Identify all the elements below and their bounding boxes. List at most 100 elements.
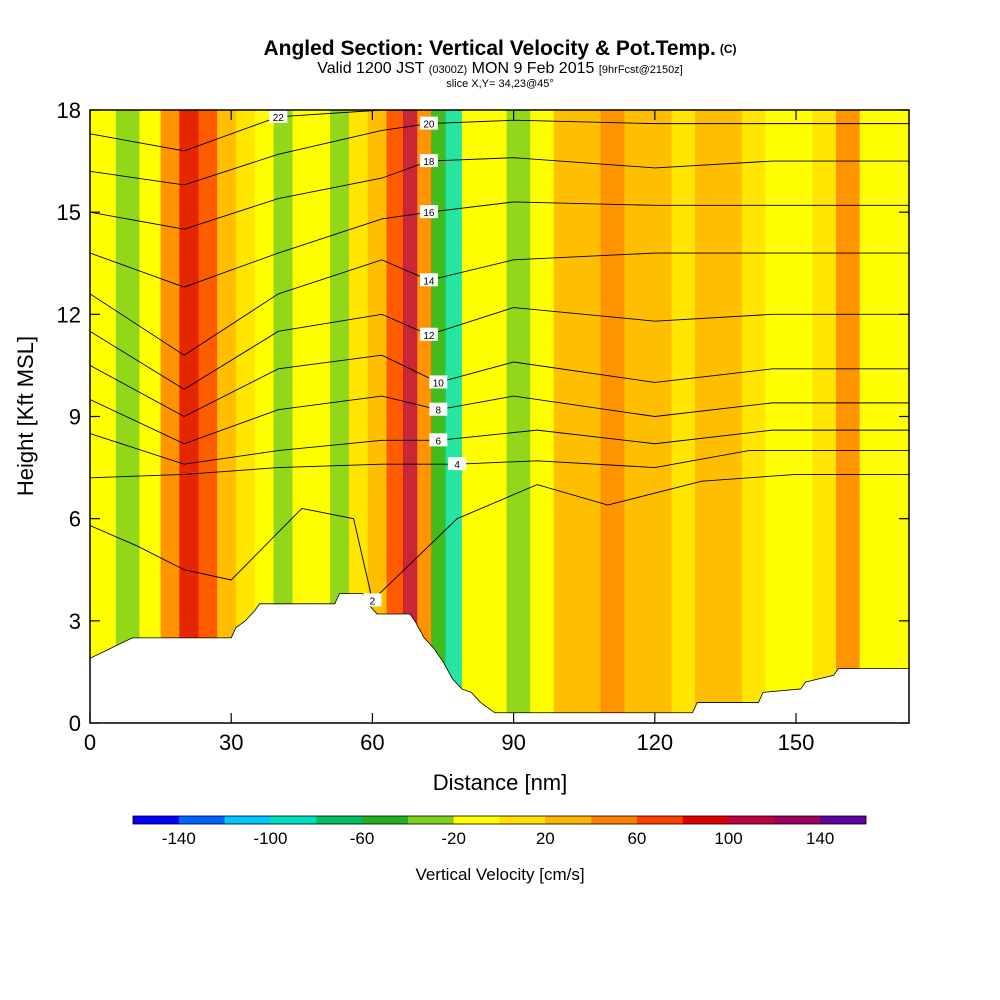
slice-label: slice X,Y= 34,23@45°: [446, 78, 554, 90]
y-tick-label: 6: [69, 507, 81, 532]
chart-subtitle: Valid 1200 JST (0300Z) MON 9 Feb 2015 [9…: [0, 60, 1000, 79]
colorbar-swatch: [362, 816, 409, 824]
isotherm-label: 18: [423, 157, 435, 168]
isotherm-label-bg: [448, 457, 467, 471]
velocity-cell: [553, 110, 578, 723]
x-tick-label: 90: [501, 730, 525, 755]
isotherm-label-bg: [419, 205, 438, 219]
velocity-cell: [273, 110, 293, 723]
colorbar-tick-label: 60: [627, 829, 646, 848]
velocity-cell: [741, 110, 766, 723]
colorbar-swatch: [820, 816, 867, 824]
isotherm-label-bg: [429, 375, 448, 389]
terrain: [90, 593, 909, 723]
velocity-cell: [179, 110, 199, 723]
y-axis-label: Height [Kft MSL]: [13, 336, 38, 496]
velocity-cell: [311, 110, 331, 723]
colorbar-tick-label: -100: [253, 829, 287, 848]
isotherm-label-bg: [419, 154, 438, 168]
colorbar-label: Vertical Velocity [cm/s]: [415, 865, 584, 884]
velocity-cell: [330, 110, 350, 723]
isotherm-label: 14: [423, 276, 435, 287]
colorbar-swatch: [591, 816, 638, 824]
colorbar-swatch: [499, 816, 546, 824]
velocity-cell: [647, 110, 672, 723]
y-tick-label: 9: [69, 405, 81, 430]
velocity-cell: [506, 110, 531, 723]
y-axis: 0 3 6 9 12 15 18: [57, 98, 909, 736]
colorbar: -140 -100 -60 -20 20 60 100 140: [132, 815, 867, 848]
colorbar-tick-label: 140: [806, 829, 834, 848]
velocity-cell: [577, 110, 602, 723]
colorbar-swatch: [453, 816, 500, 824]
velocity-cell: [431, 110, 446, 723]
isotherm-label: 12: [423, 331, 435, 342]
subtitle-valid: Valid 1200 JST: [317, 60, 425, 77]
velocity-cell: [198, 110, 218, 723]
isotherm-label: 2: [370, 596, 376, 607]
isotherm-label: 16: [423, 208, 435, 219]
velocity-cell: [600, 110, 625, 723]
x-tick-label: 150: [778, 730, 815, 755]
velocity-cell: [348, 110, 369, 723]
colorbar-swatch: [178, 816, 225, 824]
chart-title-text: Angled Section: Vertical Velocity & Pot.…: [263, 37, 716, 60]
colorbar-swatch: [728, 816, 775, 824]
colorbar-frame: [132, 815, 867, 825]
isotherm-label-bg: [363, 593, 382, 607]
isotherm-contours: 2 4 6 8 10 12 14 16 18 20 22: [90, 110, 909, 607]
velocity-cell: [217, 110, 237, 723]
colorbar-swatch: [316, 816, 363, 824]
isotherm-label: 6: [436, 436, 442, 447]
velocity-cell: [292, 110, 312, 723]
velocity-cell: [671, 110, 696, 723]
isotherm-label: 4: [454, 460, 460, 471]
colorbar-tick-label: -20: [441, 829, 466, 848]
chart-title: Angled Section: Vertical Velocity & Pot.…: [0, 38, 1000, 60]
velocity-cell: [139, 110, 162, 723]
colorbar-tick-label: 100: [714, 829, 742, 848]
y-tick-label: 12: [57, 302, 81, 327]
velocity-cell: [788, 110, 814, 723]
velocity-cell: [836, 110, 861, 723]
isotherm-label: 8: [436, 406, 442, 417]
velocity-cell: [624, 110, 649, 723]
velocity-cell: [859, 110, 884, 723]
velocity-field: [90, 110, 909, 723]
colorbar-tick-label: -140: [162, 829, 196, 848]
velocity-cell: [254, 110, 275, 723]
colorbar-swatch: [774, 816, 821, 824]
colorbar-swatch: [133, 816, 180, 824]
y-tick-label: 3: [69, 609, 81, 634]
subtitle-forecast: [9hrFcst@2150z]: [598, 64, 683, 76]
isotherm-label: 20: [423, 120, 435, 131]
velocity-cell: [812, 110, 837, 723]
colorbar-swatch: [224, 816, 271, 824]
isotherm-label-bg: [429, 402, 448, 416]
velocity-cell: [403, 110, 418, 723]
terrain-fill: [90, 593, 909, 723]
colorbar-swatch: [407, 816, 454, 824]
velocity-cell: [461, 110, 484, 723]
velocity-cell: [445, 110, 463, 723]
velocity-cell: [530, 110, 555, 723]
colorbar-swatch: [270, 816, 317, 824]
colorbar-tick-label: 20: [536, 829, 555, 848]
x-tick-label: 0: [84, 730, 96, 755]
velocity-cell: [115, 110, 140, 723]
colorbar-tick-label: -60: [350, 829, 375, 848]
title-block: Angled Section: Vertical Velocity & Pot.…: [0, 38, 1000, 90]
y-tick-label: 15: [57, 200, 81, 225]
velocity-cell: [160, 110, 180, 723]
velocity-cell: [718, 110, 743, 723]
x-axis: 0 30 60 90 120 150: [84, 110, 815, 755]
x-tick-label: 30: [219, 730, 243, 755]
velocity-cell: [417, 110, 432, 723]
chart-title-unit: (C): [719, 42, 737, 56]
x-axis-label: Distance [nm]: [433, 770, 568, 795]
x-tick-label: 120: [636, 730, 673, 755]
isotherm-label: 10: [433, 378, 445, 389]
isotherm-line: [90, 110, 382, 152]
velocity-cell: [483, 110, 508, 723]
